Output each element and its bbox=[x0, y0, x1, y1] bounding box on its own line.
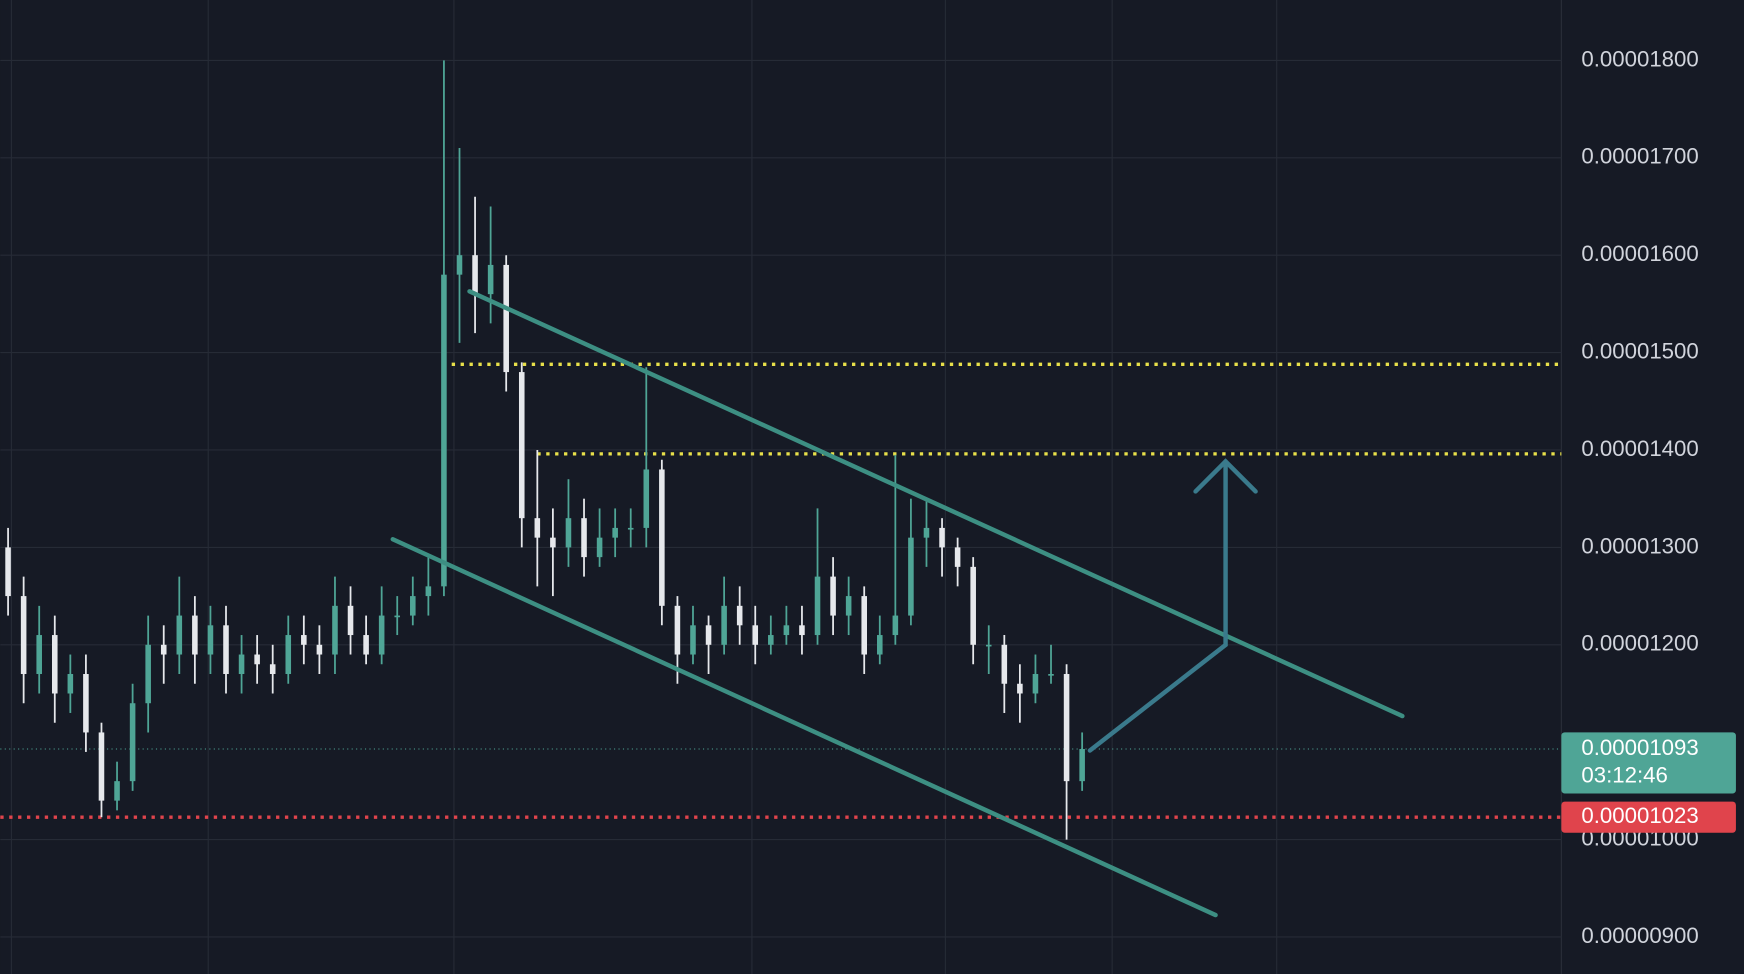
bar-body bbox=[51, 635, 58, 694]
bar-body bbox=[985, 644, 992, 647]
bar-body bbox=[441, 274, 447, 587]
bar-body bbox=[1032, 674, 1039, 694]
bar-body bbox=[160, 644, 167, 655]
projection-arrow bbox=[1087, 459, 1228, 753]
y-tick-label: 0.00000900 bbox=[1581, 923, 1698, 948]
bar-body bbox=[410, 596, 416, 616]
y-tick-label: 0.00001700 bbox=[1581, 144, 1698, 169]
bar-body bbox=[596, 537, 603, 558]
bar-body bbox=[643, 469, 650, 528]
support-label: 0.00001023 bbox=[1581, 803, 1698, 828]
bar-body bbox=[487, 264, 494, 295]
bar-body bbox=[238, 654, 245, 675]
vertical-grid bbox=[10, 0, 1278, 974]
bar-body bbox=[690, 625, 696, 655]
support-badge bbox=[1561, 801, 1736, 833]
bar-body bbox=[845, 596, 852, 616]
levels bbox=[0, 362, 1562, 819]
bar-body bbox=[83, 674, 89, 733]
bar-body bbox=[550, 537, 556, 548]
bar-body bbox=[923, 527, 930, 538]
arrow-head bbox=[1193, 458, 1258, 494]
y-tick-label: 0.00001300 bbox=[1581, 533, 1698, 558]
bar-body bbox=[285, 635, 292, 675]
bar-body bbox=[1017, 683, 1023, 694]
bar-body bbox=[301, 635, 307, 645]
bar-body bbox=[674, 605, 681, 655]
bar-body bbox=[736, 605, 743, 626]
bar-body bbox=[192, 615, 198, 655]
bar-body bbox=[456, 255, 463, 275]
bar-body bbox=[659, 469, 665, 606]
bars bbox=[5, 60, 1085, 840]
y-tick-label: 0.00001600 bbox=[1581, 241, 1698, 266]
y-tick-label: 0.00001200 bbox=[1581, 631, 1698, 656]
bar-body bbox=[207, 625, 214, 655]
bar-body bbox=[254, 654, 260, 665]
bar-body bbox=[1048, 674, 1054, 676]
last-price-label: 0.00001093 bbox=[1581, 735, 1698, 760]
bar-body bbox=[721, 605, 727, 645]
bar-body bbox=[332, 605, 338, 655]
bar-body bbox=[830, 576, 836, 616]
bar-body bbox=[378, 615, 385, 655]
bar-body bbox=[939, 527, 945, 548]
bar-body bbox=[1001, 644, 1008, 684]
bar-body bbox=[394, 615, 401, 618]
bar-body bbox=[472, 255, 478, 295]
price-axis: 0.00001800 0.00001700 0.00001600 0.00001500… bbox=[1561, 46, 1736, 948]
bar-body bbox=[98, 732, 105, 801]
bar-body bbox=[892, 615, 899, 636]
y-tick-label: 0.00001800 bbox=[1581, 46, 1698, 71]
y-tick-label: 0.00001500 bbox=[1581, 338, 1698, 363]
bar-body bbox=[347, 605, 354, 636]
bar-body bbox=[363, 635, 369, 655]
bar-body bbox=[970, 566, 976, 645]
bar-body bbox=[877, 635, 883, 655]
bar-body bbox=[954, 547, 961, 567]
bar-body bbox=[799, 625, 805, 636]
bar-body bbox=[1063, 674, 1070, 782]
bar-body bbox=[705, 625, 712, 645]
grid bbox=[0, 59, 1562, 938]
bar-body bbox=[20, 596, 27, 675]
bar-body bbox=[783, 625, 790, 636]
bar-body bbox=[503, 264, 509, 373]
bar-body bbox=[36, 635, 42, 675]
bar-body bbox=[114, 781, 120, 801]
bar-body bbox=[316, 644, 323, 655]
last-price-badge bbox=[1561, 732, 1736, 794]
drawings bbox=[390, 289, 1405, 918]
bar-body bbox=[223, 625, 229, 675]
bar-body bbox=[518, 372, 525, 519]
bar-body bbox=[768, 635, 774, 645]
y-tick-label: 0.00001400 bbox=[1581, 436, 1698, 461]
bar-body bbox=[1079, 749, 1085, 782]
bar-body bbox=[534, 518, 541, 538]
bar-body bbox=[269, 664, 276, 675]
bar-body bbox=[861, 596, 867, 655]
bar-body bbox=[129, 703, 136, 782]
bar-body bbox=[627, 527, 634, 530]
bar-body bbox=[565, 518, 572, 548]
bar-body bbox=[67, 674, 74, 694]
bar-body bbox=[425, 586, 432, 597]
channel-lower bbox=[390, 537, 1218, 918]
bar-body bbox=[176, 615, 183, 655]
bar-body bbox=[145, 644, 151, 704]
bar-body bbox=[612, 527, 618, 538]
channel-upper bbox=[467, 289, 1405, 719]
bar-body bbox=[581, 518, 587, 558]
bar-body bbox=[752, 625, 759, 645]
bar-body bbox=[5, 547, 11, 597]
countdown-label: 03:12:46 bbox=[1581, 763, 1668, 788]
bar-body bbox=[814, 576, 821, 636]
bar-body bbox=[908, 537, 914, 616]
